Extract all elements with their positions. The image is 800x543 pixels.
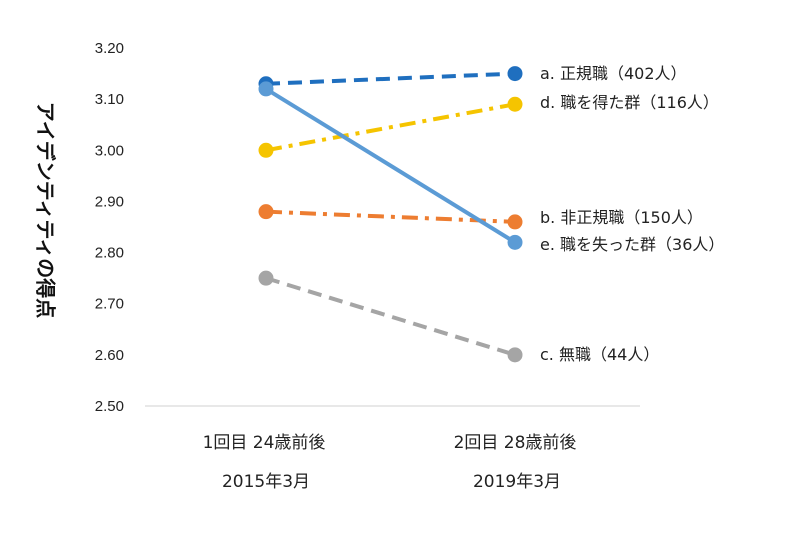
y-tick-label: 2.90 xyxy=(95,193,124,210)
data-point xyxy=(507,214,523,230)
series-layer xyxy=(258,66,523,363)
data-point xyxy=(507,96,523,112)
data-point xyxy=(258,270,274,286)
y-tick-labels: 2.50 2.60 2.70 2.80 2.90 3.00 3.10 3.20 xyxy=(95,40,124,415)
data-point xyxy=(507,234,523,250)
data-point xyxy=(258,81,274,97)
series-label: c. 無職（44人） xyxy=(540,345,659,364)
series-line xyxy=(264,87,517,245)
y-tick-label: 3.10 xyxy=(95,91,124,108)
data-point xyxy=(258,142,274,158)
series-4 xyxy=(258,81,523,250)
x-category-label-1: 1回目 24歳前後 xyxy=(203,433,326,453)
series-label: d. 職を得た群（116人） xyxy=(540,93,719,112)
series-line xyxy=(265,209,516,224)
x-category-sublabel-1: 2015年3月 xyxy=(222,472,310,492)
y-tick-label: 3.00 xyxy=(95,142,124,159)
series-line xyxy=(265,102,516,153)
series-2 xyxy=(258,96,523,158)
y-tick-label: 2.60 xyxy=(95,347,124,364)
data-point xyxy=(507,347,523,363)
data-point xyxy=(258,204,274,220)
x-category-sublabel-2: 2019年3月 xyxy=(473,472,561,492)
x-category-label-2: 2回目 28歳前後 xyxy=(454,433,577,453)
series-1 xyxy=(258,66,523,92)
series-3 xyxy=(258,204,523,230)
y-tick-label: 2.50 xyxy=(95,398,124,415)
y-tick-label: 3.20 xyxy=(95,40,124,57)
y-axis-label: アイデンティティの得点 xyxy=(34,102,58,319)
data-point xyxy=(507,66,523,82)
series-label: b. 非正規職（150人） xyxy=(540,208,703,227)
series-labels: a. 正規職（402人） d. 職を得た群（116人） b. 非正規職（150人） e… xyxy=(540,64,724,364)
y-tick-label: 2.70 xyxy=(95,296,124,313)
series-label: e. 職を失った群（36人） xyxy=(540,235,724,254)
y-tick-label: 2.80 xyxy=(95,245,124,262)
series-line xyxy=(265,276,516,357)
series-label: a. 正規職（402人） xyxy=(540,64,687,83)
series-5 xyxy=(258,270,523,363)
series-line xyxy=(265,71,516,86)
